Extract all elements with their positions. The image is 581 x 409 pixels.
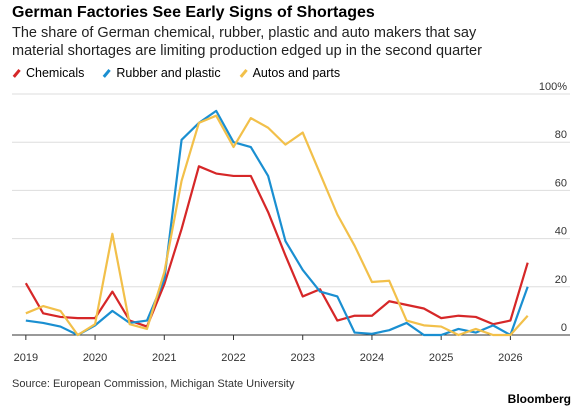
y-tick-label: 60 [555, 177, 567, 189]
x-tick-label: 2023 [290, 352, 314, 364]
series-line [24, 165, 529, 328]
brand: Bloomberg [507, 392, 571, 406]
legend-label: Chemicals [26, 66, 85, 80]
x-tick-label: 2024 [360, 352, 384, 364]
y-tick-label: 20 [555, 274, 567, 286]
legend-label: Rubber and plastic [116, 66, 221, 80]
x-tick-label: 2020 [83, 352, 107, 364]
legend-label: Autos and parts [252, 66, 341, 80]
x-tick-label: 2019 [14, 352, 38, 364]
x-tick-label: 2026 [498, 352, 522, 364]
series-line [25, 114, 529, 337]
legend-item: Chemicals [12, 66, 84, 80]
source: Source: European Commission, Michigan St… [12, 378, 295, 390]
legend-item: Rubber and plastic [102, 66, 221, 80]
y-tick-label: 80 [555, 129, 567, 141]
legend-item: Autos and parts [239, 66, 341, 80]
y-tick-label: 0 [561, 322, 567, 334]
x-tick-label: 2022 [221, 352, 245, 364]
x-tick-label: 2021 [152, 352, 176, 364]
x-tick-label: 2025 [429, 352, 453, 364]
legend: Chemicals Rubber and plastic Autos and par… [12, 66, 340, 80]
chart-subtitle: The share of German chemical, rubber, pl… [12, 25, 482, 59]
series-line [25, 109, 529, 337]
y-tick-label: 100% [539, 81, 567, 93]
chart-title: German Factories See Early Signs of Shor… [12, 4, 375, 21]
y-tick-label: 40 [555, 226, 567, 238]
